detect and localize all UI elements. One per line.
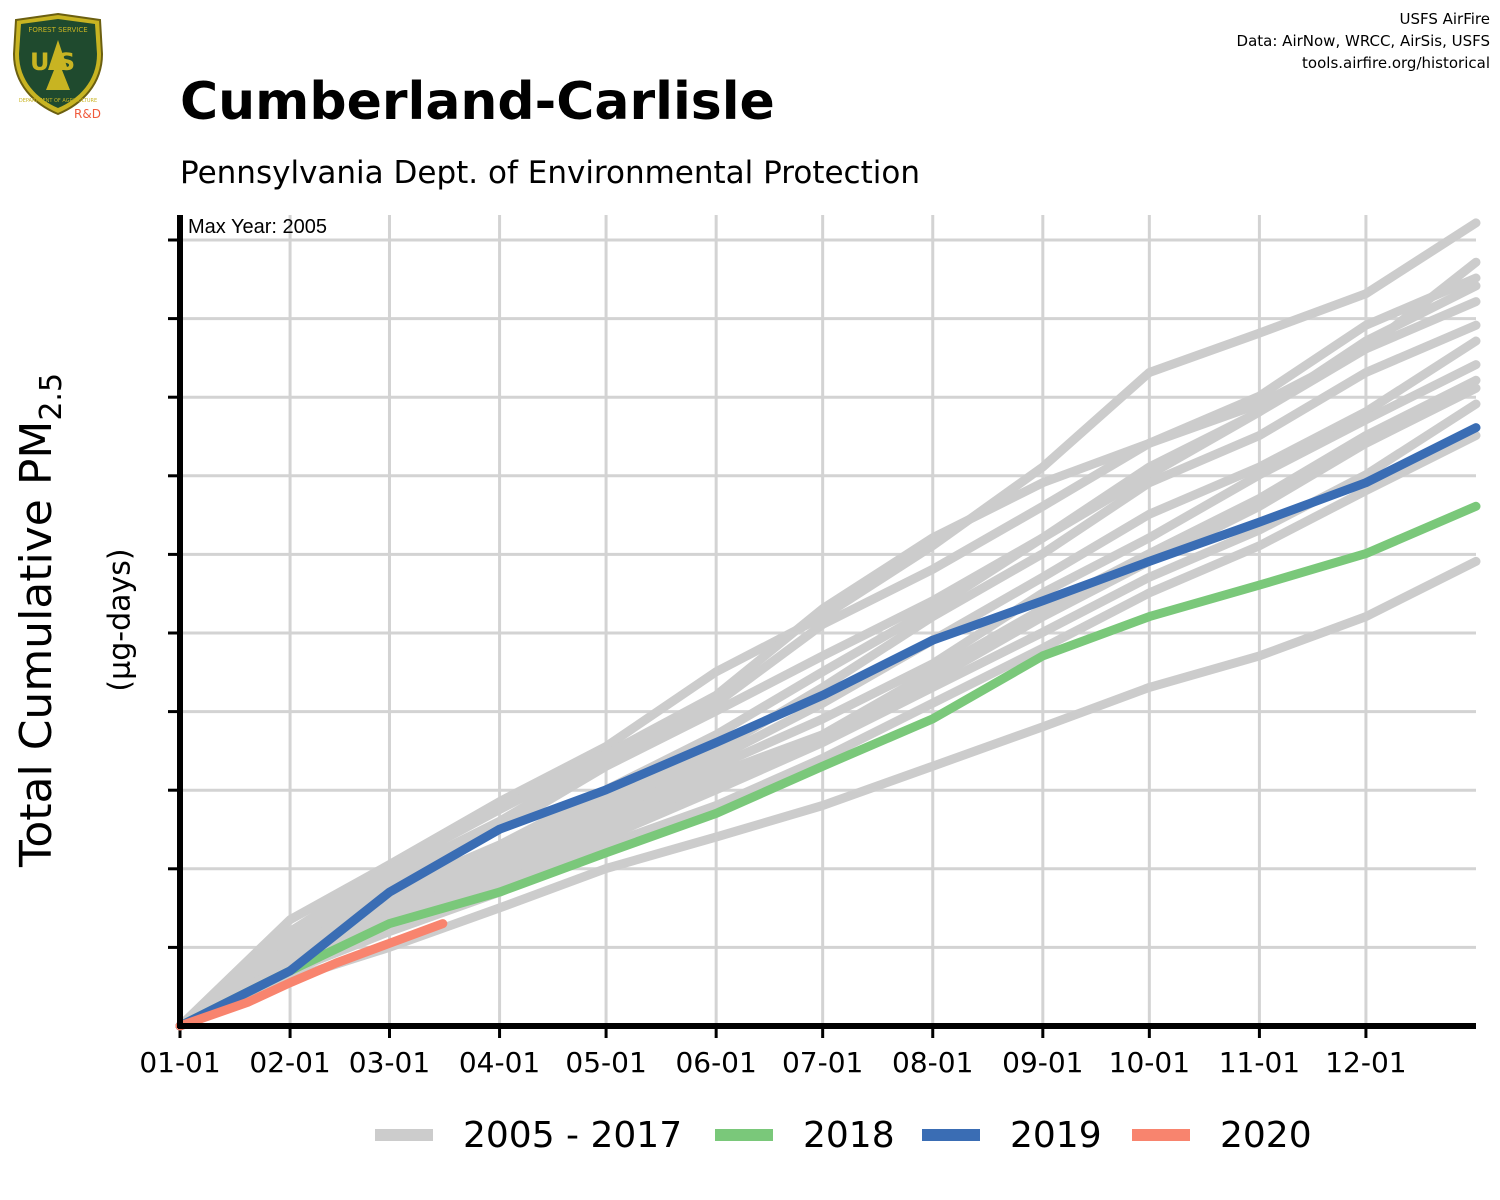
svg-text:R&D: R&D [74, 107, 101, 120]
series-line-historical [175, 556, 1481, 1031]
chart-subtitle: Pennsylvania Dept. of Environmental Prot… [180, 155, 920, 191]
svg-text:DEPARTMENT OF AGRICULTURE: DEPARTMENT OF AGRICULTURE [19, 98, 97, 104]
credit-url: tools.airfire.org/historical [1302, 54, 1490, 72]
x-tick-label: 10-01 [1109, 1046, 1190, 1079]
x-tick-label: 07-01 [782, 1046, 863, 1079]
series-line-historical [175, 257, 1481, 1031]
legend-label: 2020 [1220, 1114, 1312, 1156]
x-tick-label: 05-01 [565, 1046, 646, 1079]
usfs-logo: U S FOREST SERVICE DEPARTMENT OF AGRICUL… [12, 12, 104, 120]
chart-title: Cumberland-Carlisle [180, 72, 775, 132]
legend-label: 2018 [803, 1114, 895, 1156]
legend-swatch [375, 1129, 433, 1141]
x-tick-label: 11-01 [1219, 1046, 1300, 1079]
x-tick-label: 09-01 [1002, 1046, 1083, 1079]
series-line-historical [175, 360, 1481, 1031]
x-tick-label: 04-01 [459, 1046, 540, 1079]
credit-agency: USFS AirFire [1399, 10, 1490, 28]
legend: 2005 - 2017 2018 2019 2020 [0, 1110, 1500, 1160]
legend-item: 2005 - 2017 [375, 1110, 682, 1160]
x-tick-label: 08-01 [892, 1046, 973, 1079]
legend-label: 2005 - 2017 [463, 1114, 683, 1156]
series-line-2019 [175, 423, 1481, 1031]
x-tick-label: 12-01 [1325, 1046, 1406, 1079]
x-tick-label: 03-01 [349, 1046, 430, 1079]
legend-label: 2019 [1010, 1114, 1102, 1156]
series-line-historical [175, 336, 1481, 1031]
legend-swatch [715, 1129, 773, 1141]
svg-text:U S: U S [30, 48, 75, 76]
max-year-annotation: Max Year: 2005 [188, 216, 327, 238]
series-line-historical [175, 375, 1481, 1031]
x-tick-label: 06-01 [675, 1046, 756, 1079]
legend-item: 2020 [1132, 1110, 1312, 1160]
svg-text:FOREST SERVICE: FOREST SERVICE [28, 26, 87, 34]
legend-swatch [922, 1129, 980, 1141]
credit-data-sources: Data: AirNow, WRCC, AirSis, USFS [1236, 32, 1490, 50]
x-tick-label: 01-01 [139, 1046, 220, 1079]
series-line-historical [175, 431, 1481, 1031]
series-line-historical [175, 273, 1481, 1031]
series-line-2020 [175, 919, 448, 1031]
x-tick-label: 02-01 [249, 1046, 330, 1079]
legend-swatch [1132, 1129, 1190, 1141]
cumulative-pm25-chart: 01-01 02-01 03-01 04-01 05-01 06-01 07-01 08-01… [139, 215, 1481, 1079]
legend-item: 2019 [922, 1110, 1102, 1160]
series-line-2018 [175, 501, 1481, 1031]
legend-item: 2018 [715, 1110, 895, 1160]
